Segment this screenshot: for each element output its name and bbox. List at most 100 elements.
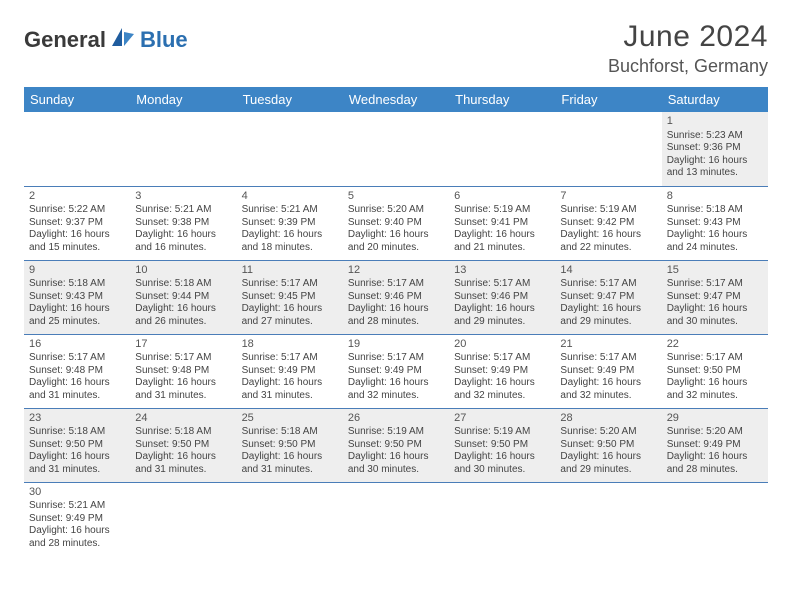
day-number: 19	[348, 338, 444, 352]
daylight-text: Daylight: 16 hours and 27 minutes.	[242, 303, 338, 328]
calendar-cell: 1Sunrise: 5:23 AMSunset: 9:36 PMDaylight…	[662, 112, 768, 186]
sunset-text: Sunset: 9:49 PM	[560, 365, 656, 378]
day-number: 14	[560, 264, 656, 278]
calendar-cell: 11Sunrise: 5:17 AMSunset: 9:45 PMDayligh…	[237, 260, 343, 334]
sunrise-text: Sunrise: 5:17 AM	[667, 352, 763, 365]
sunrise-text: Sunrise: 5:17 AM	[454, 278, 550, 291]
daylight-text: Daylight: 16 hours and 29 minutes.	[560, 303, 656, 328]
sunrise-text: Sunrise: 5:18 AM	[667, 204, 763, 217]
daylight-text: Daylight: 16 hours and 28 minutes.	[348, 303, 444, 328]
daylight-text: Daylight: 16 hours and 31 minutes.	[242, 451, 338, 476]
sunset-text: Sunset: 9:50 PM	[29, 439, 125, 452]
sunset-text: Sunset: 9:50 PM	[454, 439, 550, 452]
calendar-cell: 20Sunrise: 5:17 AMSunset: 9:49 PMDayligh…	[449, 334, 555, 408]
sunrise-text: Sunrise: 5:17 AM	[560, 278, 656, 291]
sunrise-text: Sunrise: 5:21 AM	[242, 204, 338, 217]
calendar-cell	[449, 112, 555, 186]
calendar-cell	[24, 112, 130, 186]
daylight-text: Daylight: 16 hours and 16 minutes.	[135, 229, 231, 254]
day-number: 13	[454, 264, 550, 278]
day-number: 24	[135, 412, 231, 426]
daylight-text: Daylight: 16 hours and 32 minutes.	[454, 377, 550, 402]
calendar-week-row: 16Sunrise: 5:17 AMSunset: 9:48 PMDayligh…	[24, 334, 768, 408]
day-number: 18	[242, 338, 338, 352]
calendar-cell: 7Sunrise: 5:19 AMSunset: 9:42 PMDaylight…	[555, 186, 661, 260]
sunrise-text: Sunrise: 5:17 AM	[348, 352, 444, 365]
location: Buchforst, Germany	[608, 56, 768, 77]
calendar-cell: 18Sunrise: 5:17 AMSunset: 9:49 PMDayligh…	[237, 334, 343, 408]
calendar-cell: 26Sunrise: 5:19 AMSunset: 9:50 PMDayligh…	[343, 408, 449, 482]
calendar-cell	[130, 112, 236, 186]
calendar-cell: 2Sunrise: 5:22 AMSunset: 9:37 PMDaylight…	[24, 186, 130, 260]
sunset-text: Sunset: 9:48 PM	[29, 365, 125, 378]
daylight-text: Daylight: 16 hours and 28 minutes.	[667, 451, 763, 476]
sunrise-text: Sunrise: 5:19 AM	[454, 426, 550, 439]
calendar-cell: 14Sunrise: 5:17 AMSunset: 9:47 PMDayligh…	[555, 260, 661, 334]
sunrise-text: Sunrise: 5:17 AM	[667, 278, 763, 291]
calendar-week-row: 23Sunrise: 5:18 AMSunset: 9:50 PMDayligh…	[24, 408, 768, 482]
daylight-text: Daylight: 16 hours and 31 minutes.	[135, 451, 231, 476]
sunrise-text: Sunrise: 5:20 AM	[560, 426, 656, 439]
calendar-cell: 4Sunrise: 5:21 AMSunset: 9:39 PMDaylight…	[237, 186, 343, 260]
sunrise-text: Sunrise: 5:19 AM	[348, 426, 444, 439]
weekday-header: Friday	[555, 87, 661, 112]
weekday-header: Sunday	[24, 87, 130, 112]
sunset-text: Sunset: 9:37 PM	[29, 217, 125, 230]
calendar-cell	[343, 112, 449, 186]
daylight-text: Daylight: 16 hours and 22 minutes.	[560, 229, 656, 254]
weekday-header: Tuesday	[237, 87, 343, 112]
title-block: June 2024 Buchforst, Germany	[608, 20, 768, 77]
day-number: 1	[667, 115, 763, 129]
sunset-text: Sunset: 9:38 PM	[135, 217, 231, 230]
calendar-cell: 25Sunrise: 5:18 AMSunset: 9:50 PMDayligh…	[237, 408, 343, 482]
calendar-cell	[237, 482, 343, 556]
calendar-cell	[130, 482, 236, 556]
sunset-text: Sunset: 9:43 PM	[29, 291, 125, 304]
day-number: 15	[667, 264, 763, 278]
calendar-week-row: 1Sunrise: 5:23 AMSunset: 9:36 PMDaylight…	[24, 112, 768, 186]
calendar-cell: 5Sunrise: 5:20 AMSunset: 9:40 PMDaylight…	[343, 186, 449, 260]
sunrise-text: Sunrise: 5:17 AM	[348, 278, 444, 291]
sunset-text: Sunset: 9:39 PM	[242, 217, 338, 230]
day-number: 8	[667, 190, 763, 204]
weekday-header-row: Sunday Monday Tuesday Wednesday Thursday…	[24, 87, 768, 112]
sunrise-text: Sunrise: 5:23 AM	[667, 130, 763, 143]
day-number: 20	[454, 338, 550, 352]
sunset-text: Sunset: 9:41 PM	[454, 217, 550, 230]
calendar-cell: 6Sunrise: 5:19 AMSunset: 9:41 PMDaylight…	[449, 186, 555, 260]
weekday-header: Thursday	[449, 87, 555, 112]
calendar-cell: 9Sunrise: 5:18 AMSunset: 9:43 PMDaylight…	[24, 260, 130, 334]
day-number: 29	[667, 412, 763, 426]
daylight-text: Daylight: 16 hours and 30 minutes.	[667, 303, 763, 328]
calendar-cell	[662, 482, 768, 556]
sunset-text: Sunset: 9:50 PM	[135, 439, 231, 452]
sunrise-text: Sunrise: 5:22 AM	[29, 204, 125, 217]
sunset-text: Sunset: 9:47 PM	[560, 291, 656, 304]
day-number: 4	[242, 190, 338, 204]
calendar-cell: 22Sunrise: 5:17 AMSunset: 9:50 PMDayligh…	[662, 334, 768, 408]
calendar-week-row: 30Sunrise: 5:21 AMSunset: 9:49 PMDayligh…	[24, 482, 768, 556]
day-number: 22	[667, 338, 763, 352]
daylight-text: Daylight: 16 hours and 18 minutes.	[242, 229, 338, 254]
calendar-cell: 10Sunrise: 5:18 AMSunset: 9:44 PMDayligh…	[130, 260, 236, 334]
day-number: 9	[29, 264, 125, 278]
day-number: 6	[454, 190, 550, 204]
daylight-text: Daylight: 16 hours and 32 minutes.	[667, 377, 763, 402]
weekday-header: Wednesday	[343, 87, 449, 112]
sunrise-text: Sunrise: 5:17 AM	[242, 278, 338, 291]
calendar-cell: 12Sunrise: 5:17 AMSunset: 9:46 PMDayligh…	[343, 260, 449, 334]
calendar-cell: 28Sunrise: 5:20 AMSunset: 9:50 PMDayligh…	[555, 408, 661, 482]
day-number: 25	[242, 412, 338, 426]
sunrise-text: Sunrise: 5:20 AM	[348, 204, 444, 217]
calendar-cell	[555, 482, 661, 556]
day-number: 17	[135, 338, 231, 352]
daylight-text: Daylight: 16 hours and 31 minutes.	[29, 451, 125, 476]
daylight-text: Daylight: 16 hours and 32 minutes.	[348, 377, 444, 402]
daylight-text: Daylight: 16 hours and 20 minutes.	[348, 229, 444, 254]
calendar-cell: 16Sunrise: 5:17 AMSunset: 9:48 PMDayligh…	[24, 334, 130, 408]
calendar-cell: 24Sunrise: 5:18 AMSunset: 9:50 PMDayligh…	[130, 408, 236, 482]
day-number: 7	[560, 190, 656, 204]
daylight-text: Daylight: 16 hours and 24 minutes.	[667, 229, 763, 254]
sunset-text: Sunset: 9:49 PM	[242, 365, 338, 378]
calendar-table: Sunday Monday Tuesday Wednesday Thursday…	[24, 87, 768, 556]
